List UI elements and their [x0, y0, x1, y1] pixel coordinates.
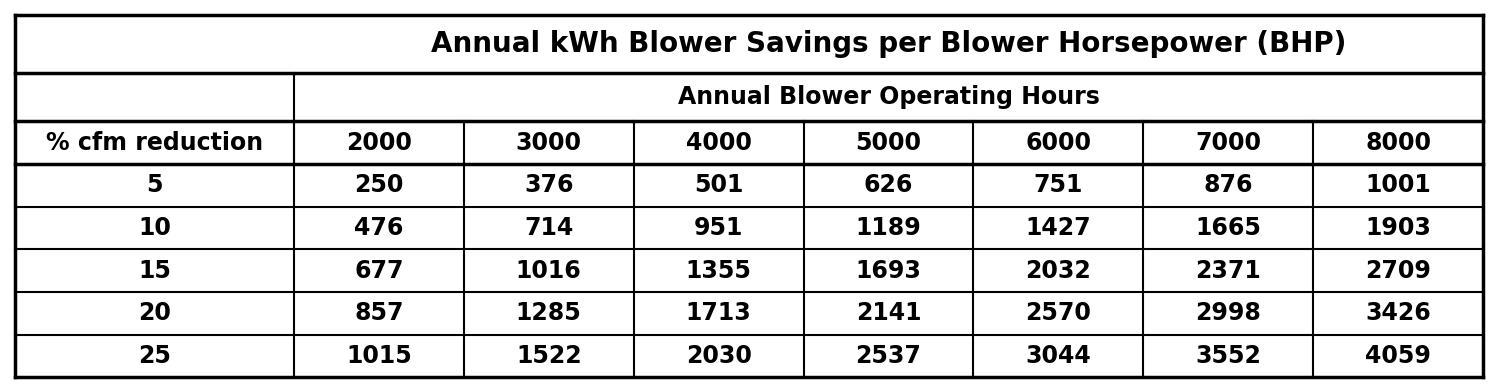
Text: 3552: 3552 [1195, 344, 1261, 368]
Text: 2141: 2141 [855, 301, 921, 325]
Text: 250: 250 [354, 173, 403, 197]
Text: Annual Blower Operating Hours: Annual Blower Operating Hours [677, 85, 1100, 109]
Text: 15: 15 [138, 259, 171, 283]
Text: 1285: 1285 [515, 301, 581, 325]
Text: 1015: 1015 [346, 344, 412, 368]
Text: 4059: 4059 [1365, 344, 1431, 368]
Text: 714: 714 [524, 216, 574, 240]
Text: 1355: 1355 [686, 259, 752, 283]
Text: 1427: 1427 [1026, 216, 1091, 240]
Text: 376: 376 [524, 173, 574, 197]
Text: 7000: 7000 [1195, 131, 1261, 154]
Text: 1522: 1522 [515, 344, 581, 368]
Text: 4000: 4000 [686, 131, 752, 154]
Text: 751: 751 [1034, 173, 1083, 197]
Text: 951: 951 [694, 216, 743, 240]
Text: 501: 501 [694, 173, 743, 197]
Text: 20: 20 [138, 301, 171, 325]
Text: 1001: 1001 [1365, 173, 1431, 197]
Text: 1713: 1713 [686, 301, 752, 325]
Text: 1016: 1016 [515, 259, 581, 283]
Text: 2570: 2570 [1026, 301, 1091, 325]
Text: 626: 626 [864, 173, 914, 197]
Text: 3000: 3000 [515, 131, 581, 154]
Text: 1693: 1693 [855, 259, 921, 283]
Text: Annual kWh Blower Savings per Blower Horsepower (BHP): Annual kWh Blower Savings per Blower Hor… [431, 30, 1347, 58]
Text: 5: 5 [147, 173, 163, 197]
Text: 8000: 8000 [1365, 131, 1431, 154]
Text: 1665: 1665 [1195, 216, 1261, 240]
Text: 1189: 1189 [855, 216, 921, 240]
Text: 5000: 5000 [855, 131, 921, 154]
Text: 2709: 2709 [1365, 259, 1431, 283]
Text: 3044: 3044 [1026, 344, 1091, 368]
Text: 2998: 2998 [1195, 301, 1261, 325]
Text: 2537: 2537 [855, 344, 921, 368]
Text: 2371: 2371 [1195, 259, 1261, 283]
Text: 476: 476 [354, 216, 403, 240]
Text: 10: 10 [138, 216, 171, 240]
Text: 1903: 1903 [1365, 216, 1431, 240]
Text: % cfm reduction: % cfm reduction [46, 131, 264, 154]
Text: 857: 857 [354, 301, 403, 325]
Text: 2000: 2000 [346, 131, 412, 154]
Text: 6000: 6000 [1025, 131, 1092, 154]
Text: 677: 677 [354, 259, 403, 283]
Text: 876: 876 [1203, 173, 1252, 197]
Text: 2032: 2032 [1026, 259, 1091, 283]
Text: 3426: 3426 [1365, 301, 1431, 325]
Text: 25: 25 [138, 344, 171, 368]
Text: 2030: 2030 [686, 344, 752, 368]
